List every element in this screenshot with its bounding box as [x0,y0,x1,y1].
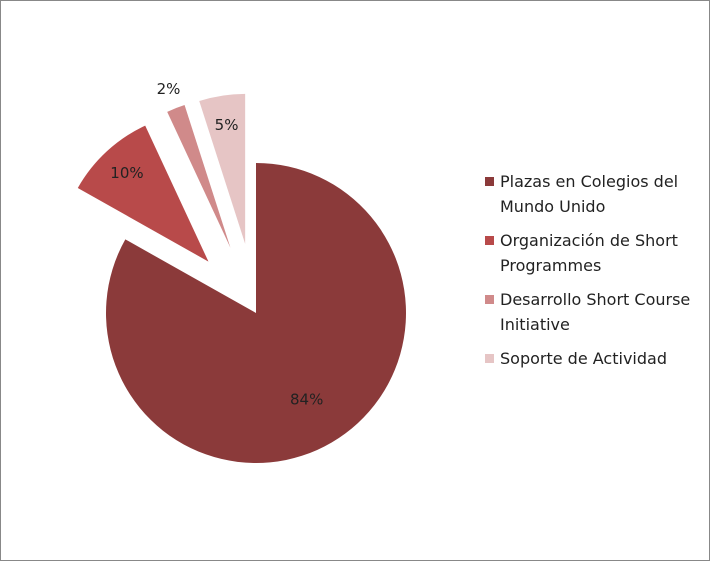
legend-label: Desarrollo Short Course Initiative [500,290,691,334]
legend-swatch [485,295,494,304]
pie-slice [77,125,209,262]
data-label: 2% [157,80,181,98]
legend: Plazas en Colegios del Mundo Unido Organi… [485,169,700,380]
legend-item: Desarrollo Short Course Initiative [485,287,700,337]
data-label: 84% [290,390,323,408]
legend-item: Organización de Short Programmes [485,228,700,278]
legend-label: Plazas en Colegios del Mundo Unido [500,172,679,216]
legend-label: Organización de Short Programmes [500,231,678,275]
legend-swatch [485,236,494,245]
legend-item: Soporte de Actividad [485,346,700,371]
pie-slice [106,163,407,463]
legend-swatch [485,177,494,186]
legend-item: Plazas en Colegios del Mundo Unido [485,169,700,219]
legend-label: Soporte de Actividad [500,349,667,368]
legend-swatch [485,354,494,363]
pie-slice [199,93,246,244]
data-label: 10% [110,164,143,182]
data-label: 5% [215,116,239,134]
pie-slice [167,105,231,248]
